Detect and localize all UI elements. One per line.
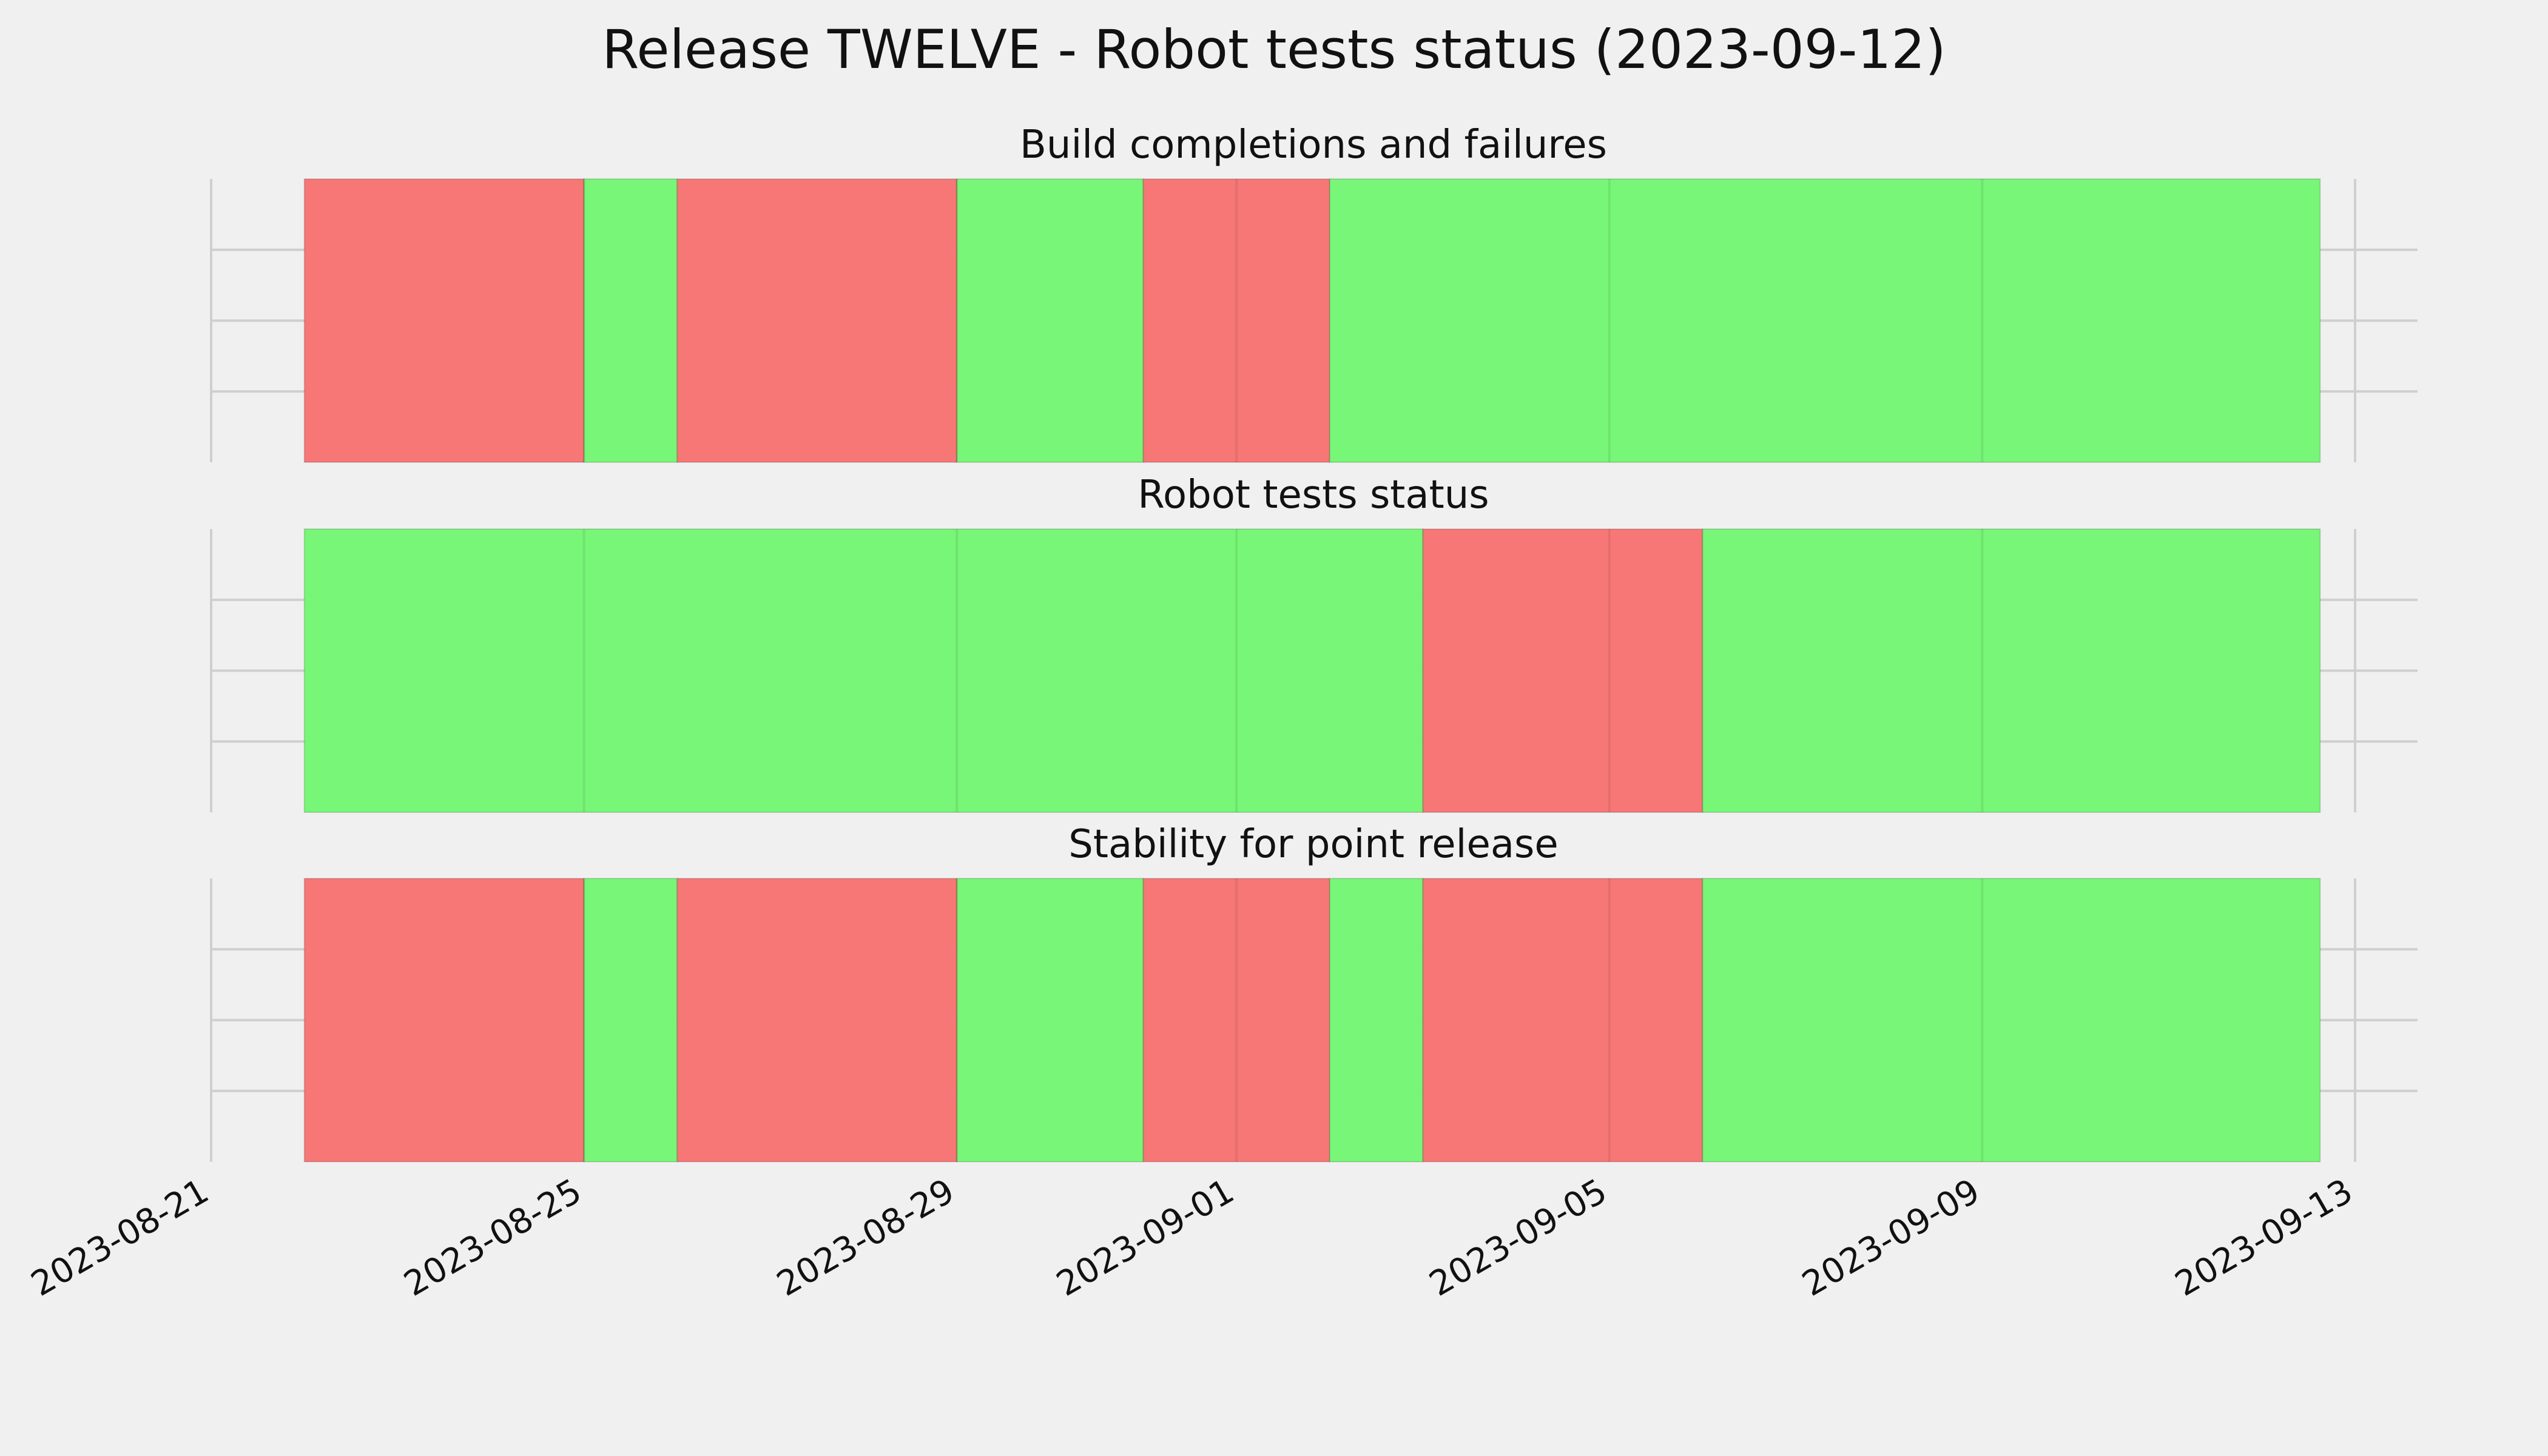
- segment-fail: [1422, 878, 1704, 1162]
- segment-pass: [1329, 878, 1424, 1162]
- panels: Build completions and failures Robot test…: [210, 123, 2418, 1162]
- x-tick-label: 2023-09-05: [1423, 1171, 1613, 1304]
- segment-fail: [1422, 528, 1704, 813]
- segment-pass: [583, 178, 678, 463]
- segment-pass: [1329, 178, 2321, 463]
- segment-pass: [956, 178, 1144, 463]
- x-tick-label: 2023-09-01: [1050, 1171, 1241, 1304]
- segment-pass: [583, 878, 678, 1162]
- segment-fail: [676, 178, 958, 463]
- panel-title: Robot tests status: [1138, 473, 1489, 517]
- chart-title: Release TWELVE - Robot tests status (202…: [602, 18, 1946, 81]
- segment-pass: [1702, 878, 2321, 1162]
- segment-fail: [1142, 878, 1330, 1162]
- panel-title: Stability for point release: [1068, 822, 1559, 867]
- x-tick-label: 2023-08-21: [25, 1171, 215, 1304]
- segment-pass: [303, 528, 1424, 813]
- x-tick-label: 2023-08-25: [397, 1171, 588, 1304]
- panel-1: Build completions and failures: [210, 123, 2418, 463]
- segment-pass: [1702, 528, 2321, 813]
- panel-3: Stability for point release: [210, 822, 2418, 1162]
- segment-fail: [1142, 178, 1330, 463]
- x-axis: 2023-08-21 2023-08-25 2023-08-29 2023-09-01…: [25, 1171, 2359, 1304]
- panel-2: Robot tests status: [210, 473, 2418, 813]
- panel-title: Build completions and failures: [1020, 123, 1607, 167]
- segment-fail: [676, 878, 958, 1162]
- segment-fail: [303, 878, 585, 1162]
- segment-fail: [303, 178, 585, 463]
- x-tick-label: 2023-08-29: [770, 1171, 961, 1304]
- x-tick-label: 2023-09-09: [1796, 1171, 1986, 1304]
- segment-pass: [956, 878, 1144, 1162]
- x-tick-label: 2023-09-13: [2169, 1171, 2359, 1304]
